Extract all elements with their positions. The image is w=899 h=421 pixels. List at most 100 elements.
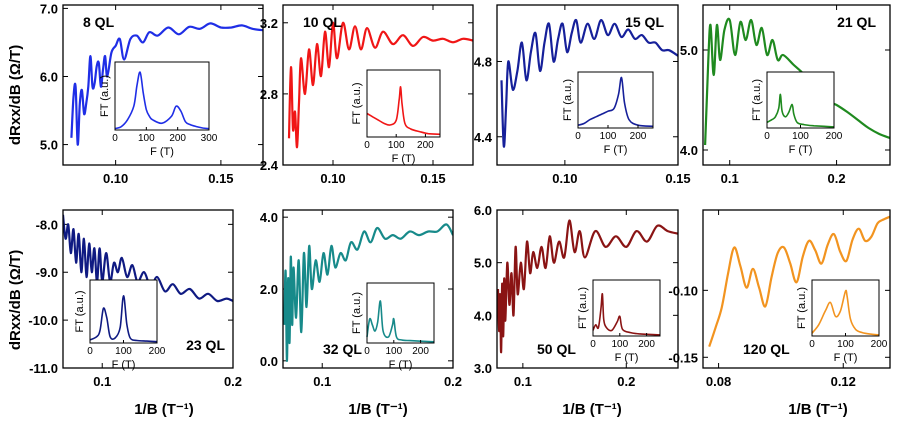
inset-x-label: F (T)	[834, 352, 858, 364]
x-tick-label: 0.2	[444, 374, 462, 389]
inset-x-label: F (T)	[112, 359, 136, 371]
y-tick-label: -9.0	[36, 265, 58, 280]
inset-frame	[366, 69, 441, 138]
inset-x-tick-label: 200	[638, 339, 655, 350]
x-tick-label: 0.15	[420, 171, 445, 186]
inset-background	[367, 70, 440, 137]
y-tick-label: 6.0	[40, 69, 58, 84]
y-tick-label: 2.0	[260, 282, 278, 297]
inset-y-label: FT (a.u.)	[74, 291, 86, 333]
inset-x-tick-label: 100	[138, 133, 155, 144]
y-tick-label: -8.0	[36, 217, 58, 232]
series-line	[708, 215, 890, 347]
y-tick-label: -10.0	[28, 313, 58, 328]
inset-x-tick-label: 200	[826, 131, 843, 142]
inset-frame	[592, 279, 661, 337]
y-tick-label: -11.0	[29, 361, 58, 376]
y-tick-label: 2.4	[260, 158, 279, 173]
inset-x-tick-label: 200	[169, 133, 186, 144]
x-tick-label: 0.12	[831, 374, 856, 389]
y-tick-label: 3.0	[474, 361, 492, 376]
inset-series-line	[592, 293, 661, 336]
x-tick-label: 0.2	[617, 374, 635, 389]
inset-frame	[366, 282, 435, 344]
panel-frame	[282, 209, 454, 369]
inset-x-label: F (T)	[615, 352, 639, 364]
inset-x-tick-label: 100	[600, 131, 617, 142]
y-tick-label: 4.0	[680, 143, 698, 158]
series-line	[63, 214, 233, 303]
inset-y-label: FT (a.u.)	[751, 79, 763, 121]
x-tick-label: 0.1	[721, 171, 739, 186]
panel-label: 15 QL	[625, 14, 664, 30]
panel-1: 0.10 0.15 5.0 6.0 7.0 8 QL 0 100 200 300 F (T) FT (…	[40, 1, 264, 186]
inset-y-label: FT (a.u.)	[99, 75, 111, 117]
y-tick-label: 0.0	[260, 354, 278, 369]
inset-x-tick-label: 100	[115, 346, 132, 357]
y-tick-label: 4.4	[474, 130, 493, 145]
panel-8: 0.08 0.12 -0.15 -0.10 120 QL 0 100 200 F (T) FT (…	[668, 209, 891, 389]
inset-x-tick-label: 100	[611, 339, 628, 350]
inset-x-tick-label: 100	[388, 140, 405, 151]
inset-x-label: F (T)	[389, 359, 413, 371]
x-tick-label: 0.15	[208, 171, 233, 186]
inset-x-tick-label: 100	[837, 339, 854, 350]
inset-x-label: F (T)	[392, 153, 416, 165]
panel-label: 120 QL	[743, 341, 790, 357]
y-tick-label: 7.0	[40, 1, 58, 16]
panel-frame	[702, 4, 891, 166]
inset-x-tick-label: 0	[575, 131, 581, 142]
inset-y-label: FT (a.u.)	[562, 79, 574, 121]
x-tick-label: 0.2	[828, 171, 846, 186]
panel-label: 50 QL	[537, 341, 576, 357]
inset-x-tick-label: 100	[792, 131, 809, 142]
series-line	[497, 219, 678, 354]
y-tick-label: 3.2	[260, 16, 278, 31]
panel-frame	[496, 4, 679, 166]
inset-x-tick-label: 200	[149, 346, 166, 357]
panel-frame	[62, 209, 234, 369]
inset-x-tick-label: 200	[630, 131, 647, 142]
series-line	[283, 223, 453, 362]
inset-x-tick-label: 0	[112, 133, 118, 144]
x-tick-label: 0.1	[313, 374, 331, 389]
inset-series-line	[577, 76, 654, 128]
inset-x-tick-label: 0	[87, 346, 93, 357]
y-tick-label: 5.0	[680, 43, 698, 58]
y-tick-label: 5.0	[474, 256, 492, 271]
inset-series-line	[366, 85, 441, 136]
inset: 0 100 200 F (T) FT (a.u.)	[74, 279, 166, 371]
inset-frame	[114, 61, 210, 131]
inset-y-label: FT (a.u.)	[351, 83, 363, 125]
y-tick-label: -0.15	[668, 350, 698, 365]
inset-y-label: FT (a.u.)	[796, 287, 808, 329]
x-tick-label: 0.10	[103, 171, 128, 186]
inset-background	[367, 283, 434, 343]
series-line	[70, 22, 263, 146]
series-line	[500, 18, 678, 148]
y-axis-label-bottom: dRxx/dB (Ω/T)	[7, 250, 24, 350]
inset-series-line	[811, 289, 880, 336]
inset-series-line	[766, 93, 835, 128]
x-axis-label-col1: 1/B (T⁻¹)	[134, 401, 194, 418]
panel-4: 0.1 0.2 4.0 5.0 21 QL 0 100 200 F (T) FT (a.u.)	[680, 4, 891, 186]
y-tick-label: 5.0	[40, 138, 58, 153]
inset-x-tick-label: 0	[764, 131, 770, 142]
inset-frame	[577, 71, 654, 129]
x-tick-label: 0.08	[706, 374, 731, 389]
x-tick-label: 0.1	[514, 374, 532, 389]
inset-x-label: F (T)	[150, 146, 174, 158]
panel-6: 0.1 0.2 0.0 2.0 4.0 32 QL 0 100 200 F (T) FT (a.u.…	[260, 209, 462, 389]
inset-background	[115, 62, 209, 130]
inset-background	[767, 72, 834, 128]
inset-x-tick-label: 0	[809, 339, 815, 350]
x-tick-label: 0.1	[93, 374, 111, 389]
